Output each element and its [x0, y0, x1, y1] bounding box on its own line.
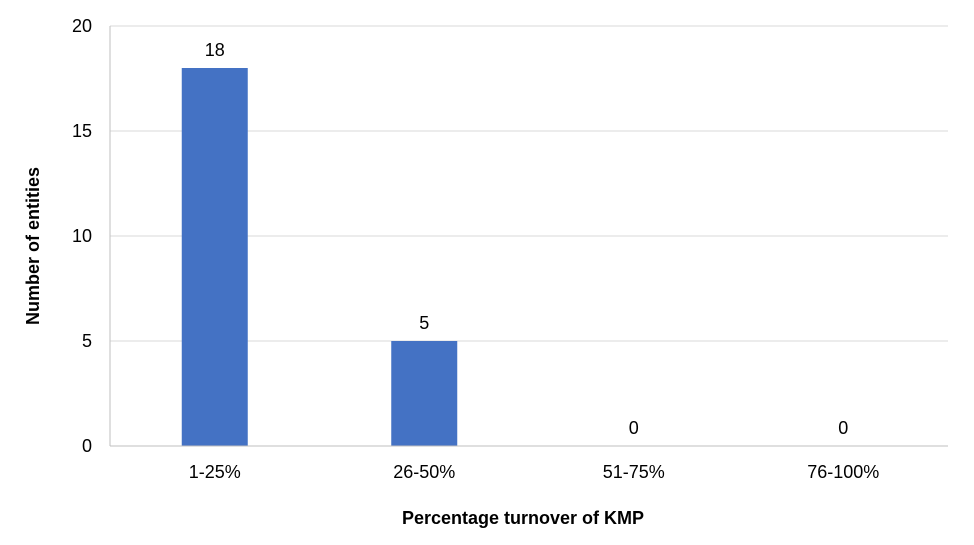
y-tick-label: 20 [72, 16, 92, 36]
data-label: 18 [205, 40, 225, 60]
axes [109, 26, 948, 447]
y-tick-label: 15 [72, 121, 92, 141]
x-tick-label: 51-75% [603, 462, 665, 482]
bars [181, 68, 458, 446]
data-labels: 18 5 0 0 [205, 40, 849, 438]
y-axis-title: Number of entities [23, 167, 43, 325]
gridlines [110, 25, 948, 342]
y-tick-label: 0 [82, 436, 92, 456]
data-label: 0 [629, 418, 639, 438]
x-tick-label: 76-100% [807, 462, 879, 482]
bar-2 [391, 341, 458, 446]
y-tick-label: 10 [72, 226, 92, 246]
y-tick-labels: 0 5 10 15 20 [72, 16, 92, 456]
x-axis-title: Percentage turnover of KMP [402, 508, 644, 528]
data-label: 0 [838, 418, 848, 438]
x-tick-label: 1-25% [189, 462, 241, 482]
data-label: 5 [419, 313, 429, 333]
x-tick-labels: 1-25% 26-50% 51-75% 76-100% [189, 462, 880, 482]
y-tick-label: 5 [82, 331, 92, 351]
bar-1 [181, 68, 248, 446]
x-tick-label: 26-50% [393, 462, 455, 482]
